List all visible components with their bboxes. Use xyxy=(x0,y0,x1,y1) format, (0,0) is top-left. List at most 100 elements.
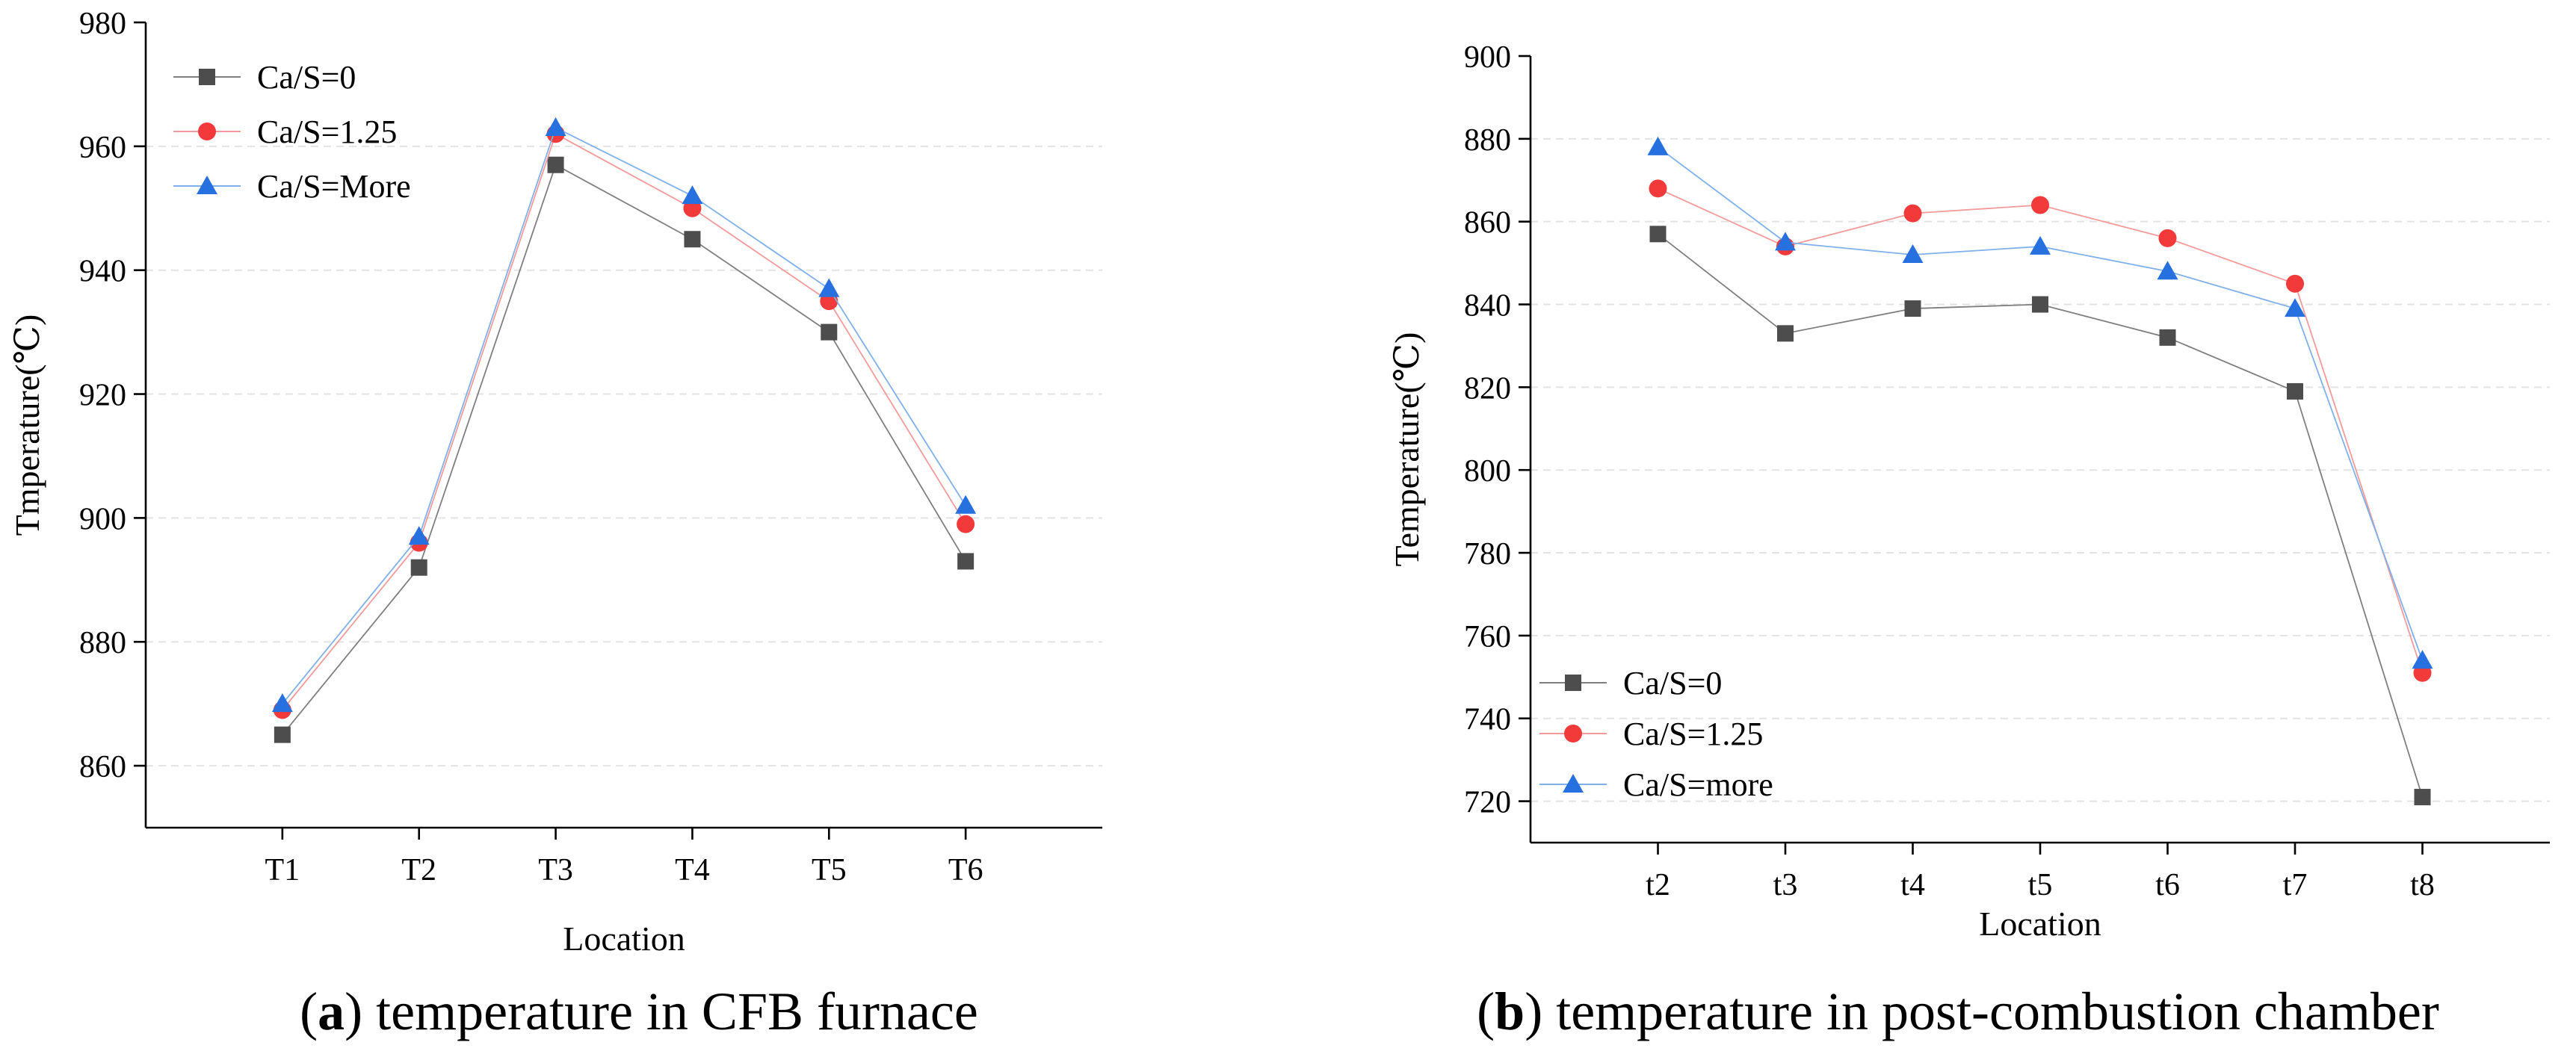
chart-b-data-point xyxy=(2032,296,2048,313)
chart-b-data-point xyxy=(1649,226,1667,243)
chart-b-series-line xyxy=(1657,146,2424,661)
chart-b-y-tick-label: 820 xyxy=(1464,371,1511,406)
chart-a-legend-label: Ca/S=0 xyxy=(257,59,356,96)
chart-a-grid xyxy=(146,145,1102,767)
chart-a-data-point xyxy=(410,559,427,576)
chart-b-y-tick-label: 740 xyxy=(1464,703,1511,737)
chart-a-data-point xyxy=(271,693,293,713)
chart-b-data-point xyxy=(2414,789,2431,806)
chart-a-y-tick-label: 940 xyxy=(79,255,126,289)
chart-a-x-tick-label: T5 xyxy=(812,853,847,887)
chart-b-data-point xyxy=(1903,204,1922,223)
chart-b-legend: Ca/S=0 Ca/S=1.25 Ca/S=more xyxy=(1539,665,1773,803)
chart-a-y-tick-label: 980 xyxy=(79,7,126,41)
chart-a-data-point xyxy=(818,278,840,297)
chart-b-grid xyxy=(1531,137,2550,802)
chart-b-y-tick-label: 760 xyxy=(1464,620,1511,654)
chart-a-data-point xyxy=(274,726,291,743)
chart-b-legend-label: Ca/S=1.25 xyxy=(1623,716,1763,752)
chart-b-y-tick-label: 900 xyxy=(1464,40,1511,75)
chart-b-data-point xyxy=(1902,244,1924,264)
chart-a-x-tick-label: T6 xyxy=(948,853,983,887)
chart-a-y-axis-title: Tmperature(℃) xyxy=(8,314,46,536)
chart-b-legend-marker xyxy=(1565,675,1581,691)
caption-a: (a) temperature in CFB furnace xyxy=(300,982,978,1041)
chart-b-legend-label: Ca/S=more xyxy=(1623,766,1773,803)
chart-a-legend: Ca/S=0 Ca/S=1.25 Ca/S=More xyxy=(173,59,411,205)
chart-a-series-2 xyxy=(271,117,977,713)
chart-b-series-line xyxy=(1657,233,2424,798)
chart-b-x-tick-label: t8 xyxy=(2410,868,2435,902)
chart-a-x-tick-label: T4 xyxy=(675,853,710,887)
chart-b-y-tick-label: 860 xyxy=(1464,206,1511,241)
chart-b-y-axis-title: Temperature(℃) xyxy=(1388,332,1426,567)
chart-b-data-point xyxy=(2286,274,2304,293)
chart-a-data-point xyxy=(955,495,977,514)
chart-a-series-line xyxy=(282,126,966,704)
chart-a-y-tick-label: 860 xyxy=(79,750,126,784)
chart-a-legend-marker xyxy=(198,123,216,140)
chart-b-data-point xyxy=(1647,136,1669,155)
chart-b-y-tick-label: 840 xyxy=(1464,289,1511,323)
chart-b-x-tick-label: t3 xyxy=(1773,868,1798,902)
chart-b-y-tick-label: 780 xyxy=(1464,537,1511,571)
chart-b-data-point xyxy=(2030,235,2051,255)
chart-b-data-point xyxy=(1649,179,1667,198)
chart-b-x-tick-label: t6 xyxy=(2155,868,2180,902)
chart-b-data-point xyxy=(2412,650,2433,669)
chart-a-y-tick-label: 960 xyxy=(79,131,126,165)
chart-b-data-point xyxy=(1775,232,1796,251)
chart-a-x-tick-label: T2 xyxy=(401,853,436,887)
caption-b: (b) temperature in post-combustion chamb… xyxy=(1477,982,2439,1041)
chart-b-x-tick-label: t5 xyxy=(2028,868,2053,902)
chart-a-x-tick-label: T3 xyxy=(538,853,573,887)
chart-b-data-point xyxy=(2159,329,2176,346)
chart-b-series-2 xyxy=(1647,136,2433,669)
chart-a-legend-label: Ca/S=More xyxy=(257,168,411,205)
chart-a-x-tick-label: T1 xyxy=(265,853,300,887)
chart-b-data-point xyxy=(2031,196,2049,214)
chart-a-data-point xyxy=(547,156,564,173)
chart-a-data-point xyxy=(957,515,975,533)
chart-a-legend-marker xyxy=(199,69,215,85)
chart-b-legend-label: Ca/S=0 xyxy=(1623,665,1722,701)
chart-a-series-0 xyxy=(274,156,975,743)
chart-a-y-tick-label: 900 xyxy=(79,502,126,536)
caption-b-letter: b xyxy=(1495,982,1525,1041)
caption-a-text: temperature in CFB furnace xyxy=(362,982,978,1041)
chart-b-x-axis-title: Location xyxy=(1979,905,2101,943)
chart-a-x-axis-title: Location xyxy=(563,920,685,958)
chart-a-furnace-temperature: 860 880 900 920 940 960 980 T1 T2 T3 T4 T5 T6 Tmperat… xyxy=(8,7,1102,958)
chart-b-series-1 xyxy=(1649,179,2432,682)
chart-b-x-tick-label: t7 xyxy=(2283,868,2308,902)
chart-b-y-tick-label: 720 xyxy=(1464,786,1511,820)
chart-b-post-combustion-temperature: 720 740 760 780 800 820 840 860 880 900 t2 t3 t4 t5 t6… xyxy=(1388,40,2550,943)
chart-a-legend-label: Ca/S=1.25 xyxy=(257,114,397,150)
chart-b-data-point xyxy=(2157,261,2178,280)
chart-b-data-point xyxy=(2287,382,2303,400)
chart-a-data-point xyxy=(408,526,430,545)
chart-a-data-point xyxy=(684,231,701,248)
chart-b-data-point xyxy=(1777,325,1794,342)
chart-b-data-point xyxy=(1904,300,1921,317)
chart-b-x-tick-label: t4 xyxy=(1900,868,1925,902)
chart-b-x-tick-label: t2 xyxy=(1646,868,1670,902)
caption-a-letter: a xyxy=(318,982,345,1041)
chart-a-data-point xyxy=(957,553,975,570)
chart-b-legend-marker xyxy=(1564,725,1582,743)
chart-a-series-line xyxy=(282,164,966,736)
chart-b-series-0 xyxy=(1649,226,2431,806)
chart-a-data-point xyxy=(682,185,703,205)
chart-a-legend-marker xyxy=(197,176,217,194)
chart-a-data-point xyxy=(545,117,566,136)
caption-b-text: temperature in post-combustion chamber xyxy=(1542,982,2439,1041)
chart-b-legend-marker xyxy=(1563,774,1584,793)
chart-a-data-point xyxy=(821,323,838,341)
chart-a-y-tick-label: 920 xyxy=(79,379,126,413)
chart-b-y-tick-label: 800 xyxy=(1464,454,1511,489)
chart-b-data-point xyxy=(2285,298,2305,317)
chart-b-y-tick-label: 880 xyxy=(1464,123,1511,158)
chart-a-y-tick-label: 880 xyxy=(79,626,126,660)
chart-a-series-1 xyxy=(273,125,975,719)
